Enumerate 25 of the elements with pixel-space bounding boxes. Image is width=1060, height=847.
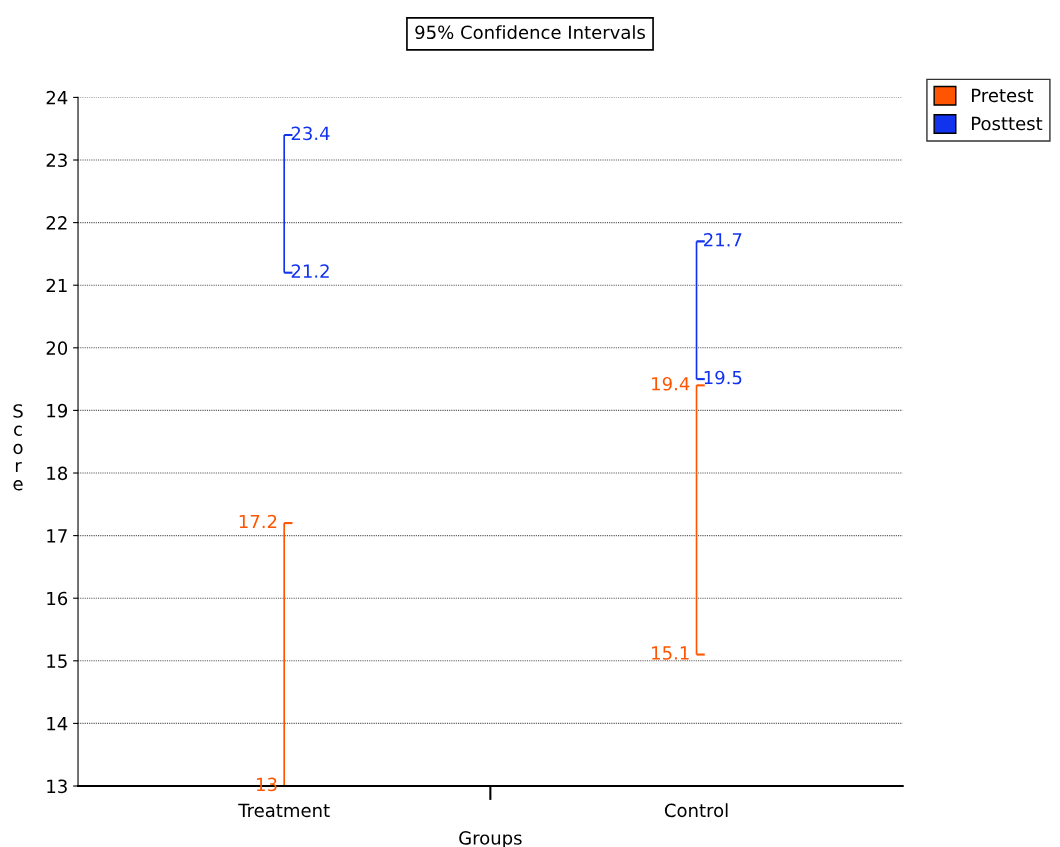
y-tick-label: 18 (47, 466, 68, 481)
y-tick-label: 14 (47, 717, 68, 731)
y-tick-label: 16 (47, 591, 68, 606)
text: 17.2 (239, 514, 277, 529)
text: 15.1 (652, 646, 689, 660)
y-tick-label: 23 (46, 153, 67, 168)
y-tick-label: 20 (46, 341, 68, 355)
y-tick-label: 19 (47, 403, 68, 418)
text: 23.4 (291, 126, 330, 141)
y-tick-label: 17 (47, 529, 67, 543)
x-tick-label: Treatment (238, 803, 330, 818)
y-tick-label: 22 (46, 216, 67, 230)
y-tick-label: 21 (46, 278, 67, 293)
x-tick-label: Control (664, 803, 728, 818)
y-tick-label: 24 (46, 90, 68, 105)
legend-label: Posttest (972, 116, 1043, 131)
text: 19.4 (652, 376, 690, 391)
chart-title: 95% Confidence Intervals (415, 25, 645, 40)
text: 19.5 (704, 370, 742, 385)
y-axis-title: Score (13, 404, 23, 491)
text: 21.7 (704, 232, 742, 247)
text: 21.2 (291, 264, 329, 278)
legend-label: Pretest (972, 88, 1034, 103)
y-tick-label: 15 (47, 654, 67, 668)
y-tick-label: 13 (47, 779, 67, 794)
